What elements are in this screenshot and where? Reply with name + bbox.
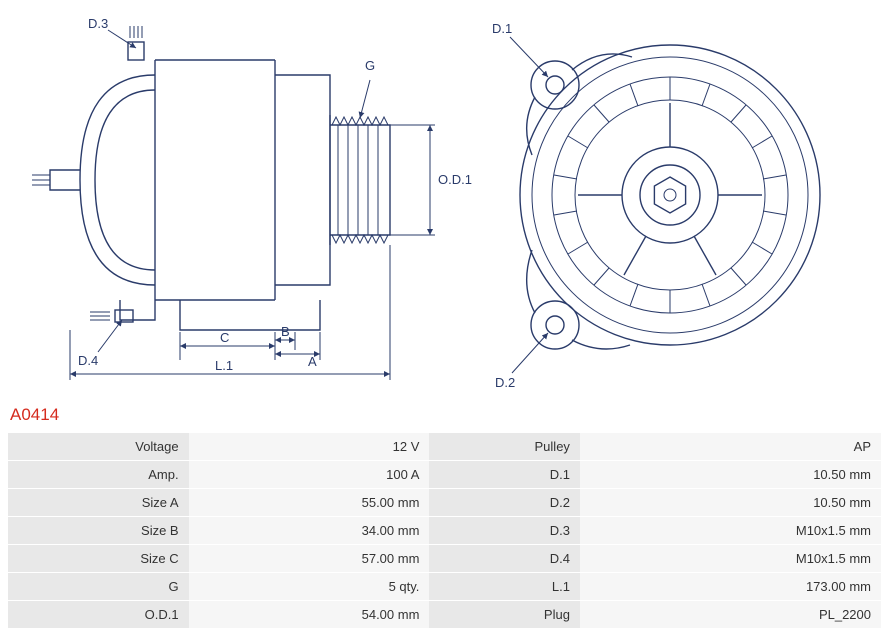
spec-label: L.1 [429, 573, 580, 600]
label-b: B [281, 324, 290, 339]
spec-value: AP [580, 433, 881, 460]
spec-table-body: Voltage12 VPulleyAPAmp.100 AD.110.50 mmS… [8, 433, 881, 628]
spec-label: Voltage [8, 433, 189, 460]
label-d4: D.4 [78, 353, 98, 368]
spec-value: 100 A [189, 461, 430, 488]
spec-label: Size C [8, 545, 189, 572]
label-a: A [308, 354, 317, 369]
table-row: Size C57.00 mmD.4M10x1.5 mm [8, 545, 881, 572]
spec-label: Size B [8, 517, 189, 544]
table-row: G5 qty.L.1173.00 mm [8, 573, 881, 600]
technical-drawing-area: D.3 D.4 G O.D.1 C B A L.1 [0, 0, 889, 400]
spec-value: PL_2200 [580, 601, 881, 628]
spec-value: 12 V [189, 433, 430, 460]
spec-value: M10x1.5 mm [580, 545, 881, 572]
table-row: Voltage12 VPulleyAP [8, 433, 881, 460]
label-g: G [365, 58, 375, 73]
table-row: O.D.154.00 mmPlugPL_2200 [8, 601, 881, 628]
table-row: Size B34.00 mmD.3M10x1.5 mm [8, 517, 881, 544]
spec-table: Voltage12 VPulleyAPAmp.100 AD.110.50 mmS… [8, 432, 881, 629]
spec-value: M10x1.5 mm [580, 517, 881, 544]
spec-value: 5 qty. [189, 573, 430, 600]
label-d1: D.1 [492, 21, 512, 36]
side-view: D.3 D.4 G O.D.1 C B A L.1 [32, 16, 472, 380]
spec-value: 54.00 mm [189, 601, 430, 628]
spec-label: D.1 [429, 461, 580, 488]
alternator-diagram-svg: D.3 D.4 G O.D.1 C B A L.1 [0, 0, 889, 400]
spec-value: 57.00 mm [189, 545, 430, 572]
spec-label: Size A [8, 489, 189, 516]
part-number: A0414 [10, 405, 59, 425]
spec-label: Plug [429, 601, 580, 628]
spec-label: G [8, 573, 189, 600]
table-row: Amp.100 AD.110.50 mm [8, 461, 881, 488]
label-c: C [220, 330, 229, 345]
spec-label: Amp. [8, 461, 189, 488]
spec-value: 34.00 mm [189, 517, 430, 544]
spec-label: D.2 [429, 489, 580, 516]
spec-value: 10.50 mm [580, 461, 881, 488]
label-d2: D.2 [495, 375, 515, 390]
spec-label: D.3 [429, 517, 580, 544]
spec-label: O.D.1 [8, 601, 189, 628]
label-d3: D.3 [88, 16, 108, 31]
spec-value: 55.00 mm [189, 489, 430, 516]
table-row: Size A55.00 mmD.210.50 mm [8, 489, 881, 516]
spec-value: 173.00 mm [580, 573, 881, 600]
label-l1: L.1 [215, 358, 233, 373]
spec-label: D.4 [429, 545, 580, 572]
label-od1: O.D.1 [438, 172, 472, 187]
front-view: D.1 D.2 [492, 21, 820, 390]
spec-value: 10.50 mm [580, 489, 881, 516]
spec-label: Pulley [429, 433, 580, 460]
